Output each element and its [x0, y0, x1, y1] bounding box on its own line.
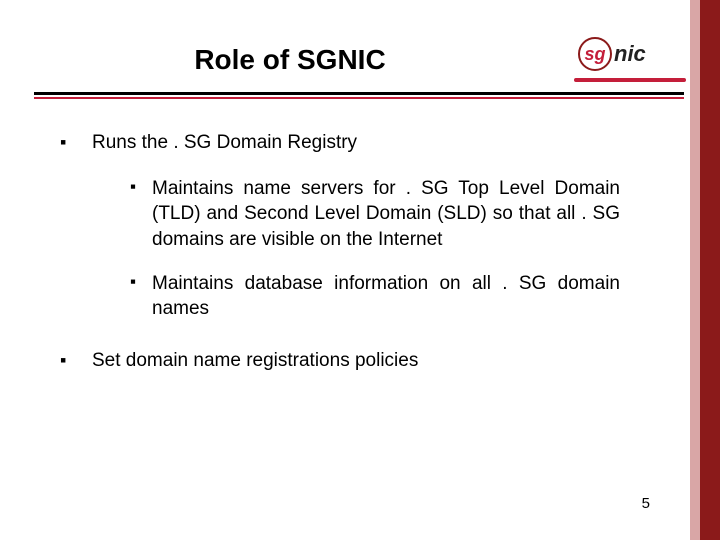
bullet-icon: ▪	[130, 176, 152, 253]
logo-circle: sg	[578, 37, 612, 71]
list-item: ▪ Maintains name servers for . SG Top Le…	[130, 176, 620, 253]
page-number: 5	[642, 495, 650, 512]
title-rule-black	[34, 92, 684, 95]
right-accent-bar-dark	[700, 0, 720, 540]
list-item-text: Runs the . SG Domain Registry	[92, 130, 620, 156]
logo-underline	[574, 78, 686, 82]
list-item: ▪ Set domain name registrations policies	[60, 348, 620, 374]
bullet-icon: ▪	[130, 271, 152, 322]
bullet-icon: ▪	[60, 348, 92, 374]
sub-list: ▪ Maintains name servers for . SG Top Le…	[130, 176, 620, 322]
title-rule	[34, 92, 684, 99]
logo-sg-text: sg	[584, 44, 605, 65]
list-item-text: Maintains name servers for . SG Top Leve…	[152, 176, 620, 253]
list-item: ▪ Maintains database information on all …	[130, 271, 620, 322]
list-item-text: Maintains database information on all . …	[152, 271, 620, 322]
list-item-text: Set domain name registrations policies	[92, 348, 620, 374]
bullet-icon: ▪	[60, 130, 92, 156]
slide-body: ▪ Runs the . SG Domain Registry ▪ Mainta…	[60, 130, 620, 393]
sgnic-logo: sg nic	[578, 30, 678, 78]
title-rule-red	[34, 97, 684, 99]
slide-title: Role of SGNIC	[0, 44, 580, 76]
list-item: ▪ Runs the . SG Domain Registry	[60, 130, 620, 156]
right-accent-bar-light	[690, 0, 700, 540]
right-accent-bar	[690, 0, 720, 540]
logo-nic-text: nic	[614, 41, 646, 67]
